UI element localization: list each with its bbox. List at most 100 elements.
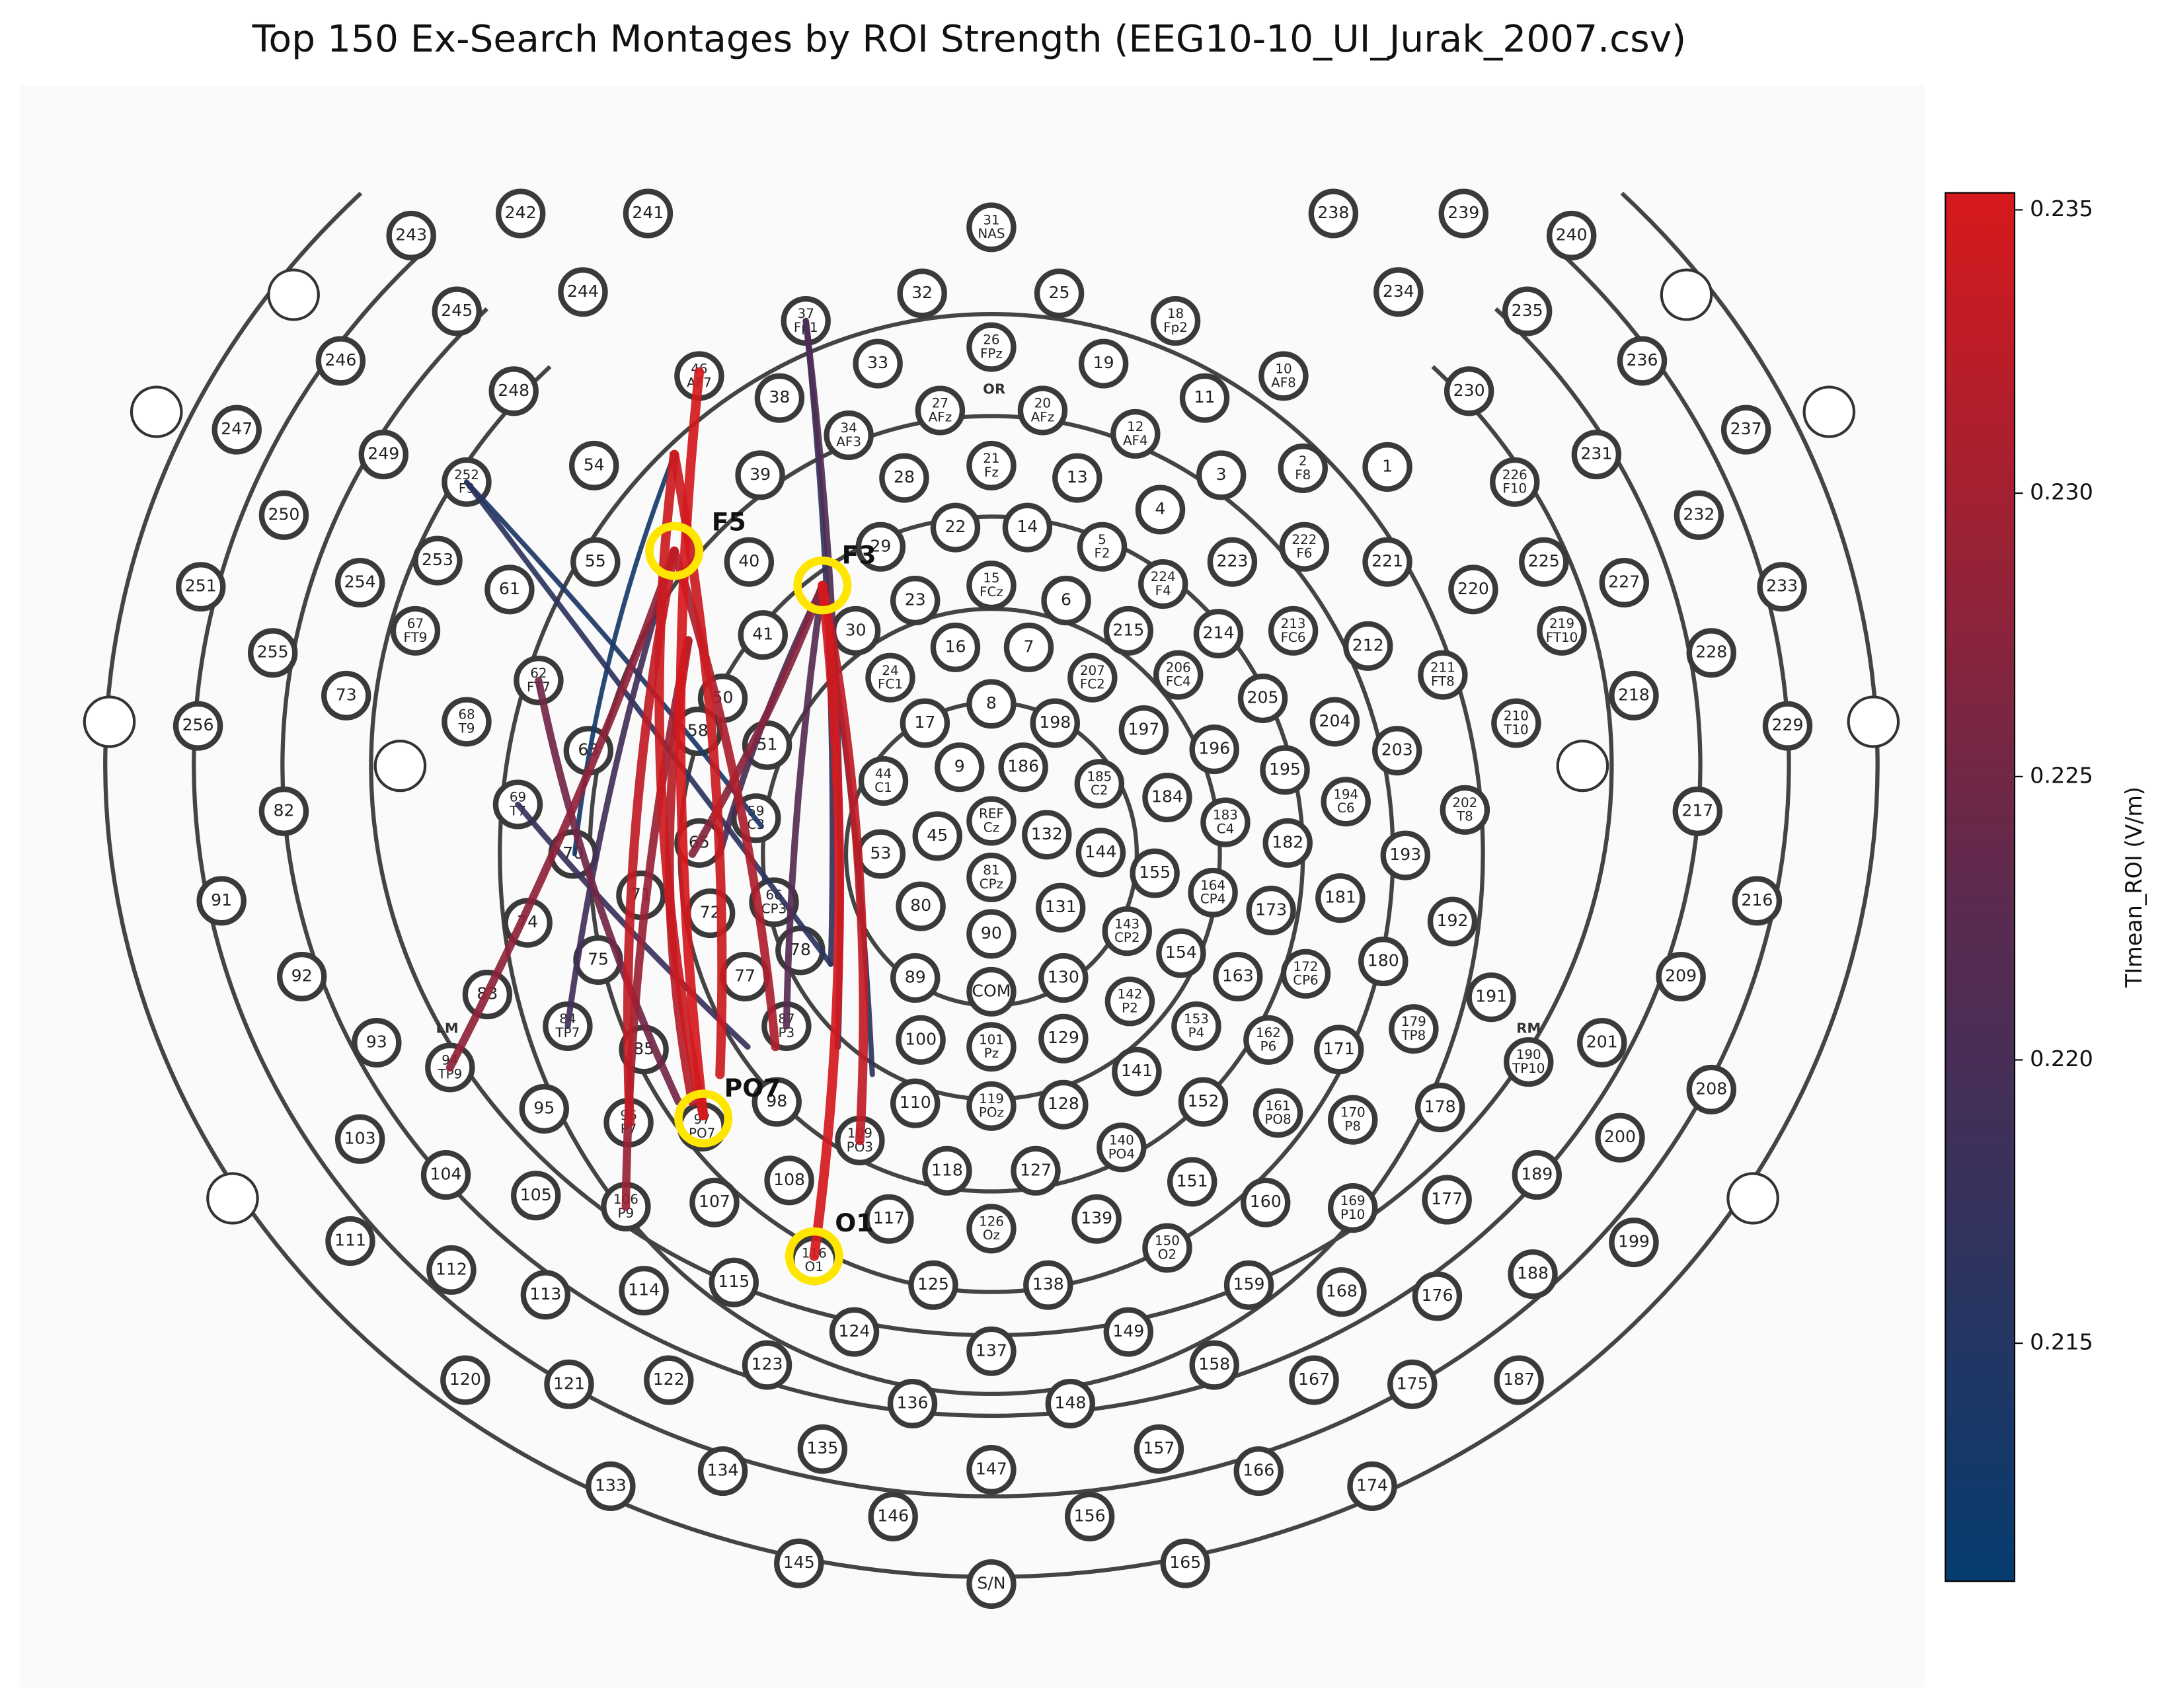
electrode-label: 225 bbox=[1528, 551, 1560, 570]
electrode bbox=[1278, 444, 1328, 494]
electrode-label: 101 Pz bbox=[979, 1032, 1004, 1061]
electrode bbox=[754, 373, 805, 423]
electrode-label: 133 bbox=[595, 1476, 627, 1495]
electrode-label: 234 bbox=[1383, 282, 1414, 301]
electrode bbox=[1440, 785, 1490, 835]
electrode bbox=[908, 1260, 958, 1310]
electrode-label: 77 bbox=[734, 966, 755, 986]
electrode bbox=[1314, 1025, 1364, 1075]
electrode-label: 205 bbox=[1247, 688, 1279, 707]
montage-curve bbox=[535, 676, 683, 1106]
electrode-label: 29 bbox=[870, 536, 891, 555]
roi-marker bbox=[793, 556, 852, 615]
electrode bbox=[1309, 697, 1360, 747]
electrode bbox=[1466, 972, 1516, 1023]
electrode bbox=[1167, 1157, 1217, 1207]
electrode bbox=[1519, 537, 1569, 587]
electrode bbox=[352, 1017, 402, 1068]
electrode-label: 184 bbox=[1151, 787, 1183, 806]
electrode bbox=[1241, 1177, 1291, 1227]
electrode bbox=[1508, 1249, 1558, 1300]
electrode bbox=[321, 670, 371, 720]
electrode-label: 136 bbox=[897, 1393, 929, 1413]
electrode-label: 231 bbox=[1580, 444, 1612, 463]
electrode-label: S/N bbox=[977, 1573, 1005, 1592]
electrode-label: 93 bbox=[366, 1032, 387, 1052]
electrode-label: 113 bbox=[529, 1284, 561, 1303]
electrode-label: 121 bbox=[553, 1374, 585, 1393]
electrode bbox=[544, 1359, 594, 1409]
electrode bbox=[1258, 351, 1309, 401]
electrode bbox=[1502, 286, 1553, 336]
electrode bbox=[1315, 873, 1366, 923]
roi-label: O1 bbox=[835, 1208, 873, 1237]
electrode-label: 253 bbox=[422, 550, 453, 569]
electrode bbox=[930, 622, 981, 672]
electrode-label: 186 bbox=[1007, 757, 1039, 776]
electrode bbox=[619, 1266, 669, 1316]
electrode-label: 23 bbox=[905, 590, 926, 609]
electrode-label: 95 bbox=[533, 1099, 555, 1118]
electrode bbox=[879, 453, 929, 503]
electrode bbox=[1034, 268, 1085, 319]
electrode bbox=[426, 1245, 477, 1295]
colorbar-label: TImean_ROI (V/m) bbox=[2121, 787, 2147, 988]
electrode bbox=[1017, 385, 1068, 436]
electrode-label: 126 Oz bbox=[979, 1214, 1004, 1243]
electrode-label: 241 bbox=[632, 203, 664, 222]
electrode bbox=[276, 951, 327, 1001]
electrode bbox=[855, 522, 906, 572]
electrode-label: 134 bbox=[707, 1461, 739, 1480]
electrode bbox=[1362, 537, 1412, 587]
electrode-label: 135 bbox=[806, 1438, 838, 1457]
electrode bbox=[390, 605, 441, 656]
empty-site bbox=[130, 385, 183, 438]
electrode bbox=[890, 576, 941, 626]
electrode bbox=[495, 188, 546, 239]
montage-curve bbox=[564, 548, 677, 1030]
electrode bbox=[1343, 621, 1393, 671]
electrode-label: 254 bbox=[344, 572, 376, 592]
electrode bbox=[966, 966, 1017, 1017]
electrode-label: 215 bbox=[1112, 620, 1144, 639]
electrode-label: 7 bbox=[1023, 637, 1034, 656]
electrode-label: 191 bbox=[1475, 987, 1507, 1006]
electrode bbox=[890, 1078, 941, 1128]
electrode-label: 105 bbox=[520, 1185, 552, 1204]
electrode bbox=[173, 701, 223, 751]
electrode bbox=[1308, 188, 1359, 239]
electrode-label: 68 T9 bbox=[458, 707, 475, 736]
annotation: LM bbox=[436, 1021, 459, 1036]
electrode-label: 2 F8 bbox=[1295, 453, 1311, 483]
electrode bbox=[966, 322, 1017, 372]
electrode-label: 255 bbox=[257, 642, 289, 662]
electrode-label: 256 bbox=[182, 715, 214, 734]
electrode-label: 195 bbox=[1269, 759, 1301, 779]
electrode bbox=[1387, 1359, 1438, 1409]
electrode bbox=[412, 535, 463, 586]
electrode-label: 168 bbox=[1326, 1282, 1358, 1301]
electrode bbox=[1327, 1095, 1378, 1145]
electrode bbox=[1188, 867, 1238, 917]
electrode-label: COM bbox=[972, 981, 1011, 1000]
electrode bbox=[1321, 777, 1371, 827]
electrode-label: 33 bbox=[867, 353, 888, 372]
electrode bbox=[1656, 951, 1706, 1001]
electrode bbox=[1075, 828, 1126, 878]
electrode-label: 127 bbox=[1020, 1160, 1052, 1179]
electrode-label: 75 bbox=[588, 950, 609, 969]
electrode bbox=[966, 1326, 1017, 1376]
colorbar-axis: 0.215 0.220 0.225 0.230 0.235 bbox=[2015, 196, 2093, 1355]
electrode-label: 73 bbox=[336, 685, 357, 704]
electrode-label: 244 bbox=[567, 282, 599, 301]
electrode-label: 26 FPz bbox=[980, 332, 1003, 361]
electrode-label: 226 F10 bbox=[1502, 467, 1527, 496]
electrode bbox=[1577, 1017, 1627, 1068]
electrode bbox=[1686, 628, 1736, 678]
electrode-label: 104 bbox=[430, 1165, 462, 1184]
electrode-label: 1 bbox=[1382, 456, 1393, 475]
electrode bbox=[1103, 605, 1154, 656]
electrode-label: 183 C4 bbox=[1213, 807, 1238, 836]
electrode-label: 221 bbox=[1371, 551, 1403, 570]
